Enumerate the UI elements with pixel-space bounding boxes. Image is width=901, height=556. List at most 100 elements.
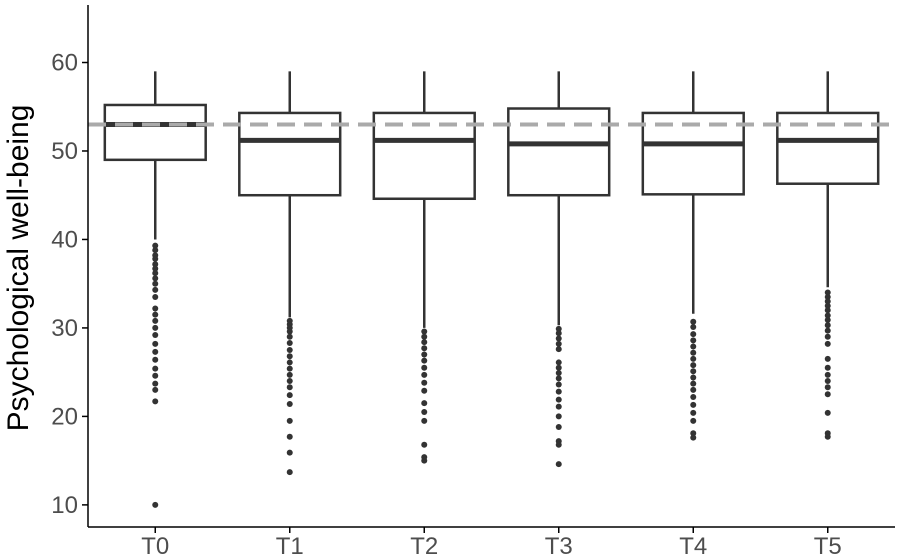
outlier-point (555, 375, 562, 382)
outlier-point (152, 270, 159, 277)
outlier-point (824, 340, 831, 347)
outlier-point (824, 378, 831, 385)
outlier-point (555, 381, 562, 388)
outlier-point (152, 365, 159, 372)
outlier-point (286, 371, 293, 378)
box-group-t1 (238, 71, 342, 476)
outlier-point (690, 343, 697, 350)
outlier-point (690, 401, 697, 408)
outlier-point (152, 261, 159, 268)
outlier-point (555, 346, 562, 353)
x-tick-label: T0 (141, 533, 169, 556)
outlier-point (824, 333, 831, 340)
outlier-point (421, 379, 428, 386)
outlier-point (421, 400, 428, 407)
iqr-box (507, 107, 611, 197)
outlier-point (286, 401, 293, 408)
x-tick-label: T2 (410, 533, 438, 556)
iqr-box (372, 111, 476, 201)
y-tick-label: 50 (51, 138, 78, 165)
outlier-point (152, 255, 159, 262)
box-group-t0 (103, 71, 207, 508)
outlier-point (690, 331, 697, 338)
outlier-point (690, 430, 697, 437)
outlier-point (824, 298, 831, 305)
outlier-point (555, 461, 562, 468)
outlier-point (555, 441, 562, 448)
outlier-point (690, 380, 697, 387)
outlier-point (152, 501, 159, 508)
outlier-point (286, 333, 293, 340)
outlier-point (286, 433, 293, 440)
outlier-point (286, 392, 293, 399)
outlier-point (152, 332, 159, 339)
box-group-t3 (507, 71, 611, 468)
outlier-point (286, 347, 293, 354)
outlier-point (555, 396, 562, 403)
outlier-point (555, 330, 562, 337)
outlier-point (421, 364, 428, 371)
outlier-point (690, 386, 697, 393)
outlier-point (421, 339, 428, 346)
outlier-point (286, 339, 293, 346)
outlier-point (286, 328, 293, 335)
x-tick-label: T1 (276, 533, 304, 556)
outlier-point (286, 469, 293, 476)
outlier-point (824, 433, 831, 440)
y-tick-label: 30 (51, 315, 78, 342)
outlier-point (286, 449, 293, 456)
outlier-point (555, 364, 562, 371)
outlier-point (824, 384, 831, 391)
outlier-point (690, 409, 697, 416)
outlier-point (286, 353, 293, 360)
outlier-point (824, 302, 831, 309)
outlier-point (421, 457, 428, 464)
outlier-point (421, 357, 428, 364)
outlier-point (824, 409, 831, 416)
axes-layer: 10 20 30 40 50 60 T0 T1 T2 T3 T4 T5 (51, 5, 895, 556)
x-tick-label: T5 (814, 533, 842, 556)
outlier-point (690, 324, 697, 331)
outlier-point (152, 286, 159, 293)
outlier-point (555, 325, 562, 332)
outlier-point (555, 340, 562, 347)
outlier-point (286, 365, 293, 372)
outlier-point (152, 340, 159, 347)
box-group-t5 (776, 71, 880, 440)
outlier-point (152, 293, 159, 300)
outlier-point (690, 349, 697, 356)
box-group-t4 (641, 71, 745, 441)
outlier-point (421, 328, 428, 335)
outlier-point (152, 305, 159, 312)
outlier-point (824, 312, 831, 319)
outlier-point (152, 324, 159, 331)
box-group-t2 (372, 71, 476, 464)
outlier-point (690, 434, 697, 441)
outlier-point (690, 417, 697, 424)
outlier-point (824, 371, 831, 378)
outlier-point (152, 348, 159, 355)
outlier-point (152, 280, 159, 287)
outlier-point (286, 378, 293, 385)
outlier-point (152, 317, 159, 324)
outlier-point (824, 364, 831, 371)
outlier-point (555, 413, 562, 420)
outlier-point (421, 345, 428, 352)
outlier-point (421, 408, 428, 415)
outlier-point (421, 441, 428, 448)
outlier-point (824, 355, 831, 362)
y-tick-label: 10 (51, 492, 78, 519)
outlier-point (152, 275, 159, 282)
outlier-point (421, 351, 428, 358)
x-tick-label: T3 (545, 533, 573, 556)
outlier-point (690, 393, 697, 400)
outlier-point (152, 242, 159, 249)
outlier-point (690, 318, 697, 325)
outlier-point (152, 380, 159, 387)
outlier-point (555, 403, 562, 410)
outlier-point (421, 371, 428, 378)
outlier-point (555, 424, 562, 431)
iqr-box (103, 103, 207, 162)
outlier-point (152, 311, 159, 318)
outlier-point (555, 359, 562, 366)
